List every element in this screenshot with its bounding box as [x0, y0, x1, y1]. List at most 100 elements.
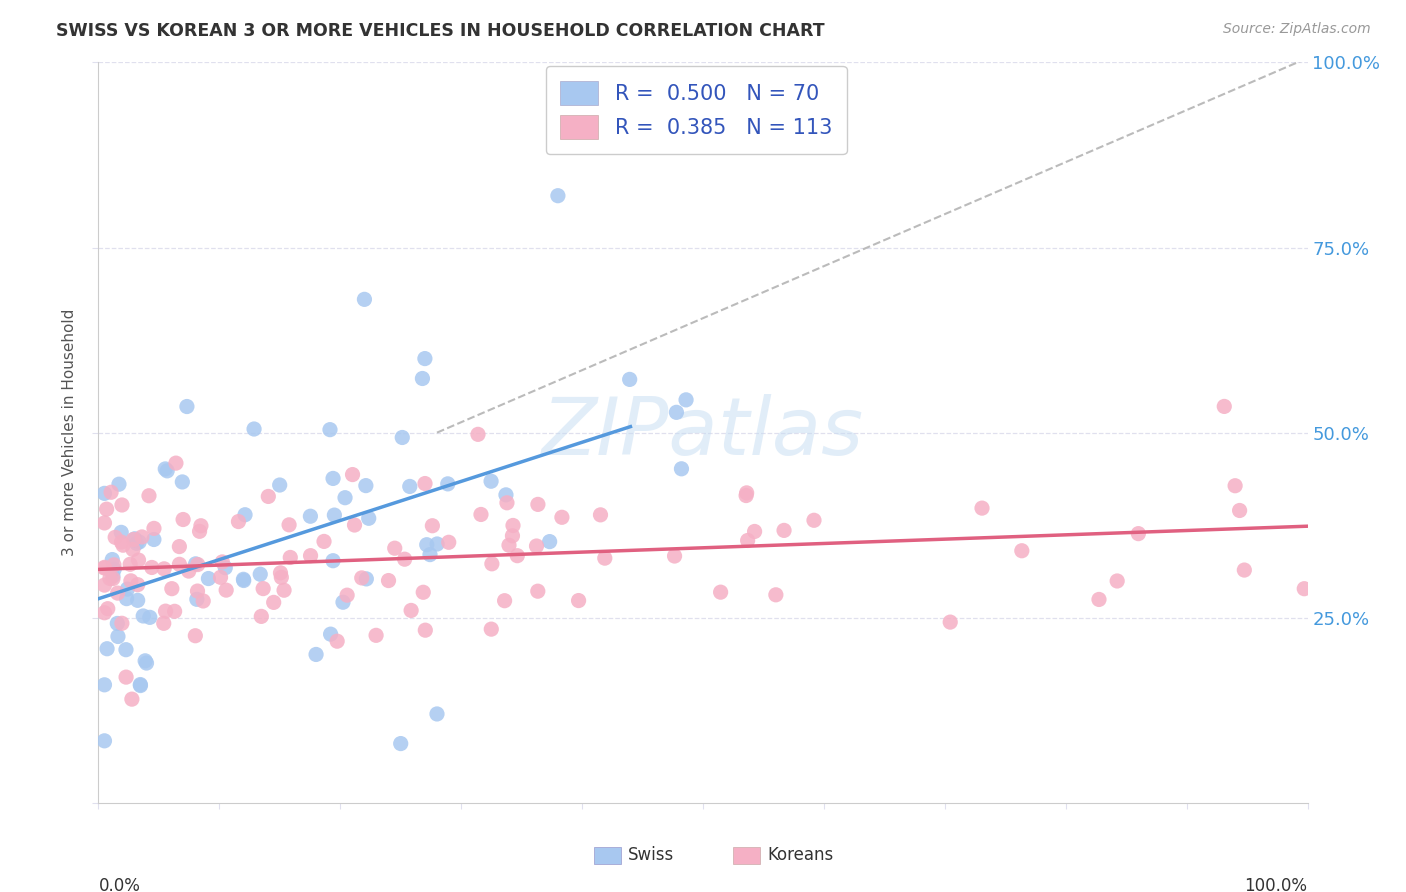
Point — [188, 524, 211, 539]
Point — [104, 530, 127, 544]
Point — [101, 552, 124, 566]
Point — [127, 593, 149, 607]
Point — [278, 517, 301, 532]
Point — [270, 566, 292, 580]
Point — [93, 561, 115, 575]
Point — [172, 512, 194, 526]
Point — [155, 604, 177, 618]
Point — [111, 538, 134, 552]
Point — [506, 549, 529, 563]
Point — [619, 372, 641, 386]
Point — [426, 537, 449, 551]
Point — [481, 557, 503, 571]
Point — [111, 616, 134, 631]
Text: SWISS VS KOREAN 3 OR MORE VEHICLES IN HOUSEHOLD CORRELATION CHART: SWISS VS KOREAN 3 OR MORE VEHICLES IN HO… — [56, 22, 825, 40]
Point — [319, 423, 342, 437]
Point — [389, 737, 412, 751]
Point — [184, 629, 207, 643]
Point — [416, 538, 439, 552]
Point — [127, 577, 149, 591]
Point — [354, 478, 377, 492]
Point — [156, 464, 179, 478]
Point — [1107, 574, 1129, 588]
Point — [190, 518, 212, 533]
Point — [671, 462, 693, 476]
Point — [1128, 526, 1150, 541]
Point — [398, 479, 420, 493]
Point — [364, 628, 387, 642]
Point — [98, 571, 121, 585]
Point — [803, 513, 825, 527]
Point — [299, 549, 322, 563]
Point — [142, 533, 165, 547]
Point — [278, 550, 301, 565]
Point — [115, 591, 138, 606]
Point — [155, 462, 177, 476]
Point — [108, 477, 131, 491]
Point — [107, 630, 129, 644]
Point — [186, 584, 208, 599]
Point — [568, 593, 591, 607]
Point — [93, 578, 115, 592]
Point — [1294, 582, 1316, 596]
Point — [141, 560, 163, 574]
Point — [1223, 479, 1246, 493]
Text: Koreans: Koreans — [768, 846, 834, 863]
Legend: R =  0.500   N = 70, R =  0.385   N = 113: R = 0.500 N = 70, R = 0.385 N = 113 — [546, 66, 846, 153]
Point — [273, 583, 295, 598]
Point — [470, 508, 492, 522]
Point — [494, 593, 516, 607]
Point — [111, 498, 134, 512]
Point — [413, 351, 436, 366]
Point — [319, 627, 342, 641]
Point — [322, 554, 344, 568]
Point — [184, 557, 207, 571]
Point — [96, 502, 118, 516]
Point — [101, 572, 124, 586]
Point — [160, 582, 183, 596]
Point — [120, 574, 142, 588]
Point — [228, 515, 250, 529]
Point — [419, 548, 441, 562]
Point — [502, 518, 524, 533]
Point — [165, 456, 187, 470]
Point — [132, 609, 155, 624]
Point — [501, 529, 523, 543]
Point — [117, 582, 139, 596]
Y-axis label: 3 or more Vehicles in Household: 3 or more Vehicles in Household — [62, 309, 77, 557]
Text: 100.0%: 100.0% — [1244, 877, 1308, 892]
Point — [384, 541, 406, 556]
Point — [312, 534, 335, 549]
Point — [1088, 592, 1111, 607]
Point — [135, 656, 157, 670]
Point — [538, 534, 561, 549]
Point — [129, 677, 152, 691]
Point — [1233, 563, 1256, 577]
Point — [305, 648, 328, 662]
Point — [124, 532, 146, 546]
Point — [176, 400, 198, 414]
Point — [233, 508, 256, 522]
Point — [737, 533, 759, 548]
Point — [115, 670, 138, 684]
Point — [243, 422, 266, 436]
Point — [336, 588, 359, 602]
Point — [257, 490, 280, 504]
Point — [169, 558, 191, 572]
Point — [138, 489, 160, 503]
Point — [299, 509, 322, 524]
FancyBboxPatch shape — [595, 847, 621, 863]
Point — [479, 622, 502, 636]
Point — [122, 542, 145, 557]
Point — [93, 678, 115, 692]
Point — [353, 293, 375, 307]
Point — [128, 553, 150, 567]
Point — [93, 606, 115, 620]
Point — [735, 486, 758, 500]
Point — [593, 551, 616, 566]
Point — [426, 706, 449, 721]
Point — [232, 574, 254, 588]
Point — [589, 508, 612, 522]
Point — [496, 496, 519, 510]
Point — [143, 521, 166, 535]
